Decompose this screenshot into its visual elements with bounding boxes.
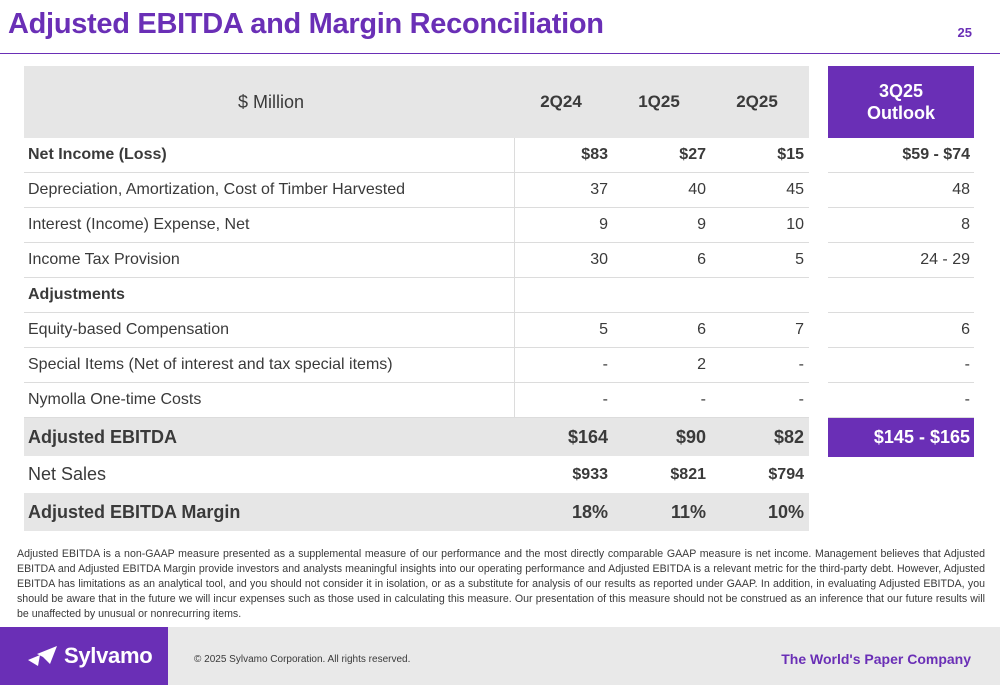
outlook-cell: 48 [828,173,974,208]
outlook-header-line2: Outlook [867,103,935,123]
row-label: Income Tax Provision [28,251,180,268]
cell-value: - [798,391,804,408]
row-label: Depreciation, Amortization, Cost of Timb… [28,181,406,198]
row-label: Special Items (Net of interest and tax s… [28,356,393,373]
outlook-cell: 24 - 29 [828,243,974,278]
cell-value: 5 [514,313,612,347]
copyright-text: © 2025 Sylvamo Corporation. All rights r… [194,654,411,665]
tagline: The World's Paper Company [781,651,971,667]
table-row: Equity-based Compensation 5 6 7 [24,313,809,348]
table-row: Net Income (Loss) $83 $27 $15 [24,138,809,173]
cell-value: 9 [697,216,706,233]
cell-value: - [514,348,612,382]
row-label: Nymolla One-time Costs [28,391,202,408]
cell-value: $82 [773,426,804,447]
cell-value: 11% [670,501,706,522]
page-number: 25 [957,25,972,40]
cell-value: $164 [567,426,608,447]
table-header-row: $ Million 2Q24 1Q25 2Q25 [24,66,809,138]
outlook-header-line1: 3Q25 [878,81,924,101]
column-header-1q25: 1Q25 [638,92,680,111]
outlook-cell: - [828,348,974,383]
cell-value: 6 [697,321,706,338]
row-label: Interest (Income) Expense, Net [28,216,250,233]
row-label: Adjusted EBITDA Margin [28,501,241,522]
unit-label: $ Million [237,91,305,112]
cell-value [514,278,612,312]
cell-value: - [798,356,804,373]
outlook-cell: $59 - $74 [828,138,974,173]
reconciliation-table: $ Million 2Q24 1Q25 2Q25 Net Income (Los… [24,66,809,531]
table-row-section: Adjustments [24,278,809,313]
row-label: Adjustments [28,286,125,303]
cell-value: 2 [697,356,706,373]
cell-value: 9 [514,208,612,242]
cell-value: $933 [572,465,608,483]
table-row: Depreciation, Amortization, Cost of Timb… [24,173,809,208]
adjusted-ebitda-row: Adjusted EBITDA $164 $90 $82 [24,418,809,457]
row-label: Equity-based Compensation [28,321,230,338]
cell-value: $821 [670,465,706,483]
cell-value: - [700,391,706,408]
cell-value: 37 [514,173,612,207]
row-label: Adjusted EBITDA [28,426,178,447]
table-row: Income Tax Provision 30 6 5 [24,243,809,278]
page-title: Adjusted EBITDA and Margin Reconciliatio… [8,8,604,40]
column-header-2q24: 2Q24 [540,92,582,111]
outlook-header: 3Q25 Outlook [828,66,974,138]
outlook-cell: 6 [828,313,974,348]
cell-value: $83 [514,138,612,172]
logo: Sylvamo [0,627,168,685]
table-row: Special Items (Net of interest and tax s… [24,348,809,383]
outlook-column: 3Q25 Outlook $59 - $74 48 8 24 - 29 6 - -… [828,66,974,457]
logo-text: Sylvamo [64,643,153,668]
cell-value: 7 [795,321,804,338]
table-row: Nymolla One-time Costs - - - [24,383,809,418]
cell-value: 30 [514,243,612,277]
cell-value: $794 [768,465,804,483]
cell-value: $15 [777,146,804,163]
cell-value: - [514,383,612,417]
cell-value: 40 [688,181,706,198]
net-sales-row: Net Sales $933 $821 $794 [24,457,809,493]
column-header-2q25: 2Q25 [736,92,778,111]
outlook-cell: 8 [828,208,974,243]
outlook-cell [828,278,974,313]
row-label: Net Income (Loss) [28,146,167,163]
cell-value [710,278,808,312]
ebitda-margin-row: Adjusted EBITDA Margin 18% 11% 10% [24,493,809,531]
cell-value: 18% [571,501,608,522]
cell-value: $90 [675,426,706,447]
cell-value: 45 [786,181,804,198]
cell-value: 5 [795,251,804,268]
cell-value [612,278,710,312]
outlook-cell: - [828,383,974,418]
outlook-adjusted-ebitda: $145 - $165 [828,418,974,457]
title-divider [0,53,1000,54]
cell-value: 10% [767,501,804,522]
row-label: Net Sales [28,464,107,484]
cell-value: 6 [697,251,706,268]
paper-plane-icon [28,646,57,666]
footer: Sylvamo © 2025 Sylvamo Corporation. All … [0,627,1000,685]
cell-value: $27 [679,146,706,163]
table-row: Interest (Income) Expense, Net 9 9 10 [24,208,809,243]
disclaimer-text: Adjusted EBITDA is a non-GAAP measure pr… [17,548,985,620]
cell-value: 10 [786,216,804,233]
